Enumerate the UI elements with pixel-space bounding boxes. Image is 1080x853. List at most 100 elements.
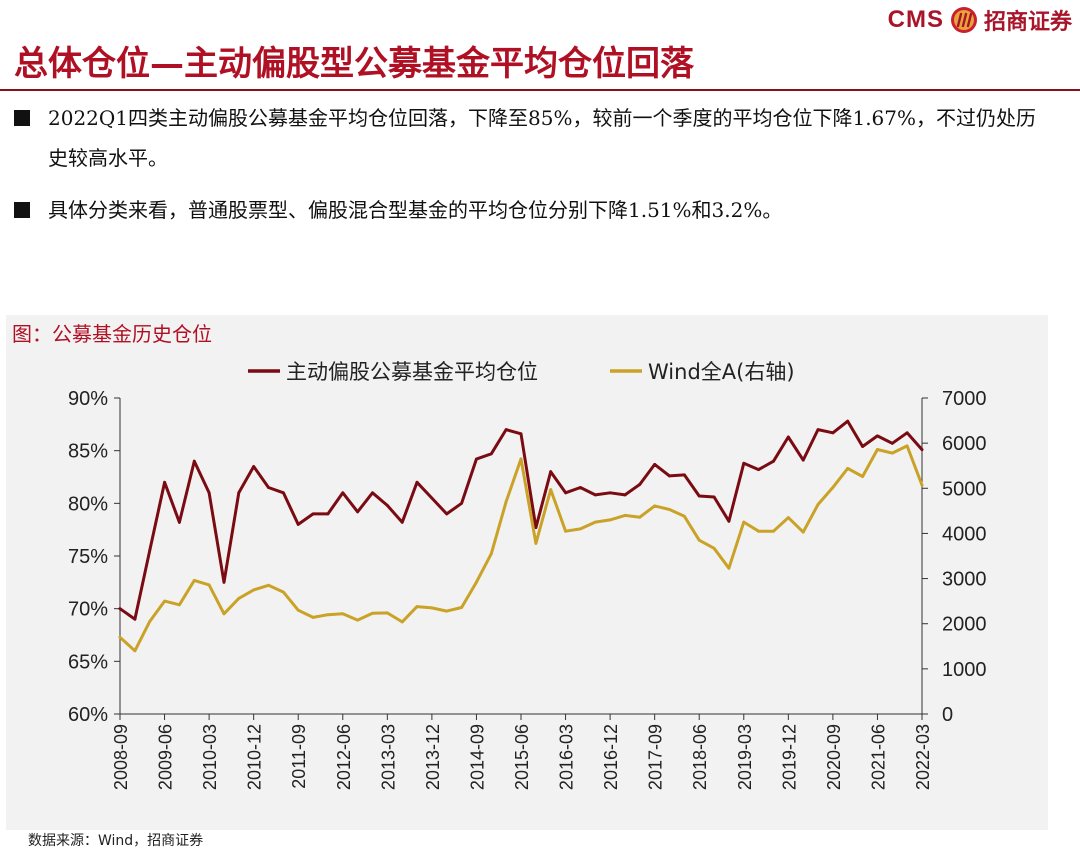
series-1-point	[326, 512, 330, 516]
series-2-point	[237, 597, 241, 600]
y-left-tick-label: 60%	[68, 704, 108, 726]
series-2-point	[148, 620, 152, 623]
series-2-point	[356, 618, 359, 622]
series-2-point	[549, 488, 553, 491]
x-tick-label: 2018-06	[690, 724, 710, 790]
y-right-tick-label: 3000	[942, 569, 987, 591]
y-right-tick-label: 2000	[942, 614, 987, 636]
data-source: 数据来源：Wind，招商证券	[28, 833, 204, 849]
x-tick-label: 2016-03	[557, 724, 577, 790]
x-tick-label: 2010-12	[245, 724, 265, 790]
series-2-point	[178, 603, 181, 607]
series-1-point	[653, 463, 657, 466]
series-1-point	[282, 491, 285, 495]
series-1-point	[623, 493, 627, 497]
series-1-point	[786, 435, 790, 439]
x-tick-label: 2008-09	[111, 724, 131, 790]
x-tick-label: 2009-06	[156, 724, 176, 790]
series-2-point	[222, 612, 226, 616]
series-1-point	[593, 493, 597, 497]
x-tick-label: 2019-03	[735, 724, 755, 790]
y-left-tick-label: 90%	[68, 388, 108, 410]
series-2-point	[475, 580, 478, 584]
y-left-tick-label: 65%	[68, 651, 108, 673]
x-tick-label: 2014-09	[467, 724, 487, 790]
series-2-point	[311, 616, 315, 619]
x-tick-label: 2017-09	[646, 724, 666, 790]
legend-label-1: 主动偏股公募基金平均仓位	[286, 360, 538, 384]
legend-label-2: Wind全A(右轴)	[648, 360, 795, 384]
series-2-point	[772, 529, 775, 533]
series-2-point	[133, 649, 137, 653]
chart-panel	[6, 315, 1048, 830]
brand-cms-text: CMS	[887, 6, 944, 33]
y-right-tick-label: 6000	[942, 433, 987, 455]
series-2-point	[534, 542, 538, 545]
series-1-point	[683, 473, 686, 477]
series-2-point	[504, 500, 508, 504]
series-2-point	[742, 520, 746, 524]
series-1-point	[801, 458, 805, 462]
page-title: 总体仓位—主动偏股型公募基金平均仓位回落	[14, 44, 694, 84]
series-2-point	[668, 508, 671, 511]
series-1-point	[163, 480, 167, 484]
series-2-point	[207, 583, 211, 587]
series-1-point	[712, 495, 716, 499]
series-2-point	[727, 566, 731, 570]
series-1-point	[207, 491, 211, 495]
series-1-point	[772, 459, 775, 463]
bullet-text: 2022Q1四类主动偏股公募基金平均仓位回落，下降至85%，较前一个季度的平均仓…	[48, 106, 1037, 170]
series-1-point	[400, 520, 404, 524]
series-line-2	[118, 444, 924, 653]
series-2-point	[623, 514, 627, 517]
x-tick-label: 2013-12	[423, 724, 443, 790]
series-1-point	[445, 512, 449, 516]
series-1-point	[608, 491, 612, 495]
series-2-point	[579, 527, 582, 531]
series-2-point	[460, 606, 463, 609]
series-2-point	[192, 579, 196, 582]
series-2-point	[608, 518, 612, 522]
x-tick-label: 2011-09	[289, 724, 309, 789]
series-1-point	[846, 419, 850, 423]
series-1-point	[148, 549, 152, 553]
cms-logo-icon	[950, 7, 977, 33]
series-2-point	[564, 529, 567, 533]
series-1-point	[831, 431, 835, 435]
series-2-point	[712, 546, 716, 550]
series-1-point	[311, 512, 315, 516]
series-2-point	[341, 612, 345, 616]
series-2-point	[415, 605, 419, 608]
y-left-tick-label: 75%	[68, 546, 108, 568]
x-tick-label: 2013-03	[378, 724, 398, 790]
series-2-point	[786, 516, 790, 519]
brand-header: CMS 招商证券	[888, 4, 1072, 36]
series-1-point	[118, 607, 122, 611]
x-tick-label: 2020-09	[824, 724, 844, 790]
bullet-text: 具体分类来看，普通股票型、偏股混合型基金的平均仓位分别下降1.51%和3.2%。	[48, 198, 783, 222]
series-1-point	[356, 510, 359, 514]
series-2-point	[638, 515, 642, 519]
series-1-point	[267, 486, 270, 489]
series-1-point	[133, 617, 137, 621]
series-2-point	[593, 520, 597, 524]
series-1-point	[252, 465, 256, 468]
series-2-point	[371, 611, 374, 615]
series-1-point	[504, 428, 508, 431]
x-tick-label: 2021-06	[868, 724, 888, 790]
series-1-point	[192, 459, 196, 463]
y-right-tick-label: 0	[942, 704, 953, 726]
series-2-point	[489, 552, 493, 556]
series-2-point	[118, 635, 122, 639]
bullet-square-icon	[14, 202, 30, 218]
series-2-point	[801, 530, 805, 534]
series-2-point	[445, 609, 449, 613]
series-1-point	[920, 448, 924, 451]
series-1-point	[371, 491, 374, 495]
series-2-point	[385, 611, 389, 615]
series-2-point	[683, 514, 686, 518]
series-2-point	[163, 599, 167, 603]
y-right-tick-label: 1000	[942, 659, 987, 681]
x-tick-label: 2010-03	[200, 724, 220, 790]
